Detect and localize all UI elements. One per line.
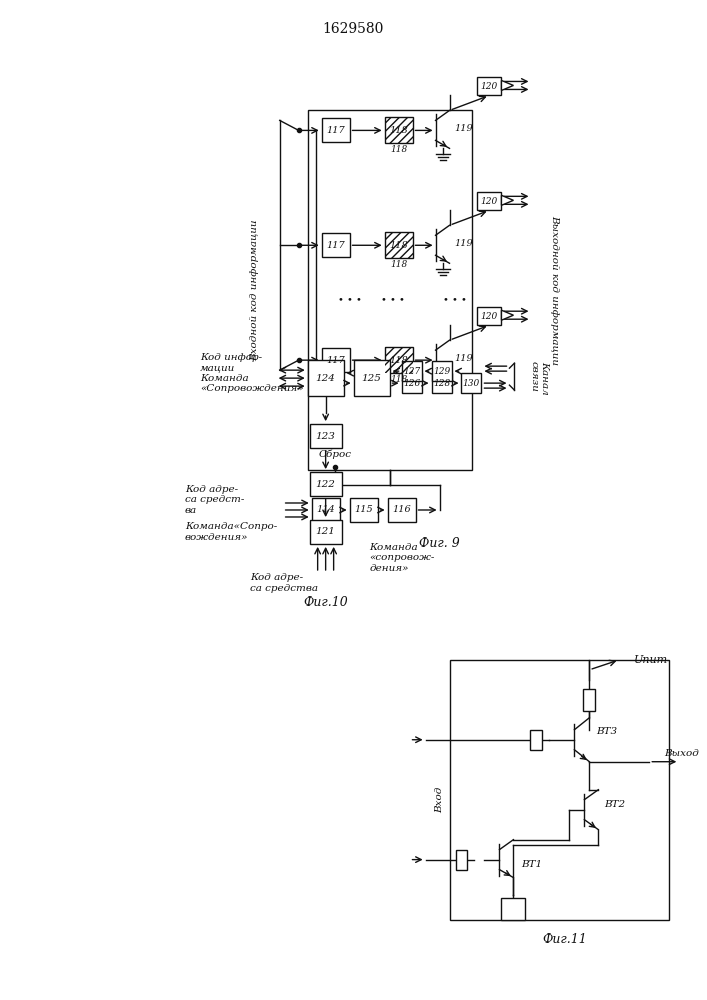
Bar bbox=[308, 360, 344, 396]
Bar bbox=[385, 117, 413, 143]
Text: Фиг.11: Фиг.11 bbox=[542, 933, 587, 946]
Text: 1629580: 1629580 bbox=[322, 22, 383, 36]
Text: Команда
«сопровож-
дения»: Команда «сопровож- дения» bbox=[370, 543, 435, 573]
Text: Код адре-
са средства: Код адре- са средства bbox=[250, 573, 317, 593]
Bar bbox=[583, 689, 595, 711]
Text: 119: 119 bbox=[454, 354, 473, 363]
Bar bbox=[385, 117, 413, 143]
Text: Канал
связи: Канал связи bbox=[530, 361, 549, 395]
Text: Вход: Вход bbox=[435, 786, 444, 813]
Text: ВТ2: ВТ2 bbox=[604, 800, 626, 809]
Bar bbox=[530, 730, 542, 750]
Text: Uпит: Uпит bbox=[634, 655, 668, 665]
Bar bbox=[385, 232, 413, 258]
Text: 114: 114 bbox=[316, 505, 335, 514]
Text: 121: 121 bbox=[316, 527, 336, 536]
Text: Код адре-
са средст-
ва: Код адре- са средст- ва bbox=[185, 485, 244, 515]
Text: 115: 115 bbox=[354, 505, 373, 514]
Text: 118: 118 bbox=[390, 145, 407, 154]
Bar bbox=[462, 373, 481, 393]
Bar bbox=[431, 373, 452, 393]
Bar bbox=[402, 361, 421, 381]
Text: • • •: • • • bbox=[338, 296, 361, 305]
Text: 128: 128 bbox=[433, 379, 450, 388]
Bar bbox=[308, 110, 472, 470]
Text: Выход: Выход bbox=[665, 749, 699, 758]
Text: 120: 120 bbox=[481, 197, 498, 206]
Bar bbox=[350, 498, 378, 522]
Text: 120: 120 bbox=[481, 312, 498, 321]
Text: 118: 118 bbox=[390, 375, 407, 384]
Bar bbox=[322, 348, 350, 372]
Text: 126: 126 bbox=[403, 379, 420, 388]
Text: 118: 118 bbox=[390, 260, 407, 269]
Text: ВТ3: ВТ3 bbox=[596, 727, 617, 736]
Bar bbox=[310, 424, 341, 448]
Text: 117: 117 bbox=[326, 356, 345, 365]
Bar bbox=[402, 373, 421, 393]
Bar bbox=[477, 77, 501, 95]
Polygon shape bbox=[501, 80, 513, 90]
Text: 119: 119 bbox=[454, 239, 473, 248]
Text: Фиг.10: Фиг.10 bbox=[303, 596, 348, 609]
Text: Выходной код информации: Выходной код информации bbox=[550, 215, 559, 365]
Bar bbox=[310, 472, 341, 496]
Text: 129: 129 bbox=[433, 367, 450, 376]
Bar bbox=[477, 307, 501, 325]
Text: 122: 122 bbox=[316, 480, 336, 489]
Text: 117: 117 bbox=[326, 126, 345, 135]
Text: 119: 119 bbox=[454, 124, 473, 133]
Polygon shape bbox=[501, 310, 513, 320]
Text: 125: 125 bbox=[362, 374, 382, 383]
Text: ВТ1: ВТ1 bbox=[522, 860, 542, 869]
Text: Фиг. 9: Фиг. 9 bbox=[419, 537, 460, 550]
Text: 124: 124 bbox=[316, 374, 336, 383]
Text: 118: 118 bbox=[389, 356, 408, 365]
Text: 123: 123 bbox=[316, 432, 336, 441]
Text: 120: 120 bbox=[481, 82, 498, 91]
Bar bbox=[455, 850, 467, 870]
Text: 127: 127 bbox=[403, 367, 420, 376]
Bar bbox=[385, 347, 413, 373]
Bar bbox=[431, 361, 452, 381]
Text: 117: 117 bbox=[326, 241, 345, 250]
Text: 118: 118 bbox=[389, 241, 408, 250]
Bar bbox=[354, 360, 390, 396]
Bar bbox=[477, 192, 501, 210]
Text: 118: 118 bbox=[389, 126, 408, 135]
Bar bbox=[385, 347, 413, 373]
Bar bbox=[322, 118, 350, 142]
Text: Входной код информации: Входной код информации bbox=[250, 219, 259, 361]
Bar bbox=[387, 498, 416, 522]
Bar bbox=[312, 498, 339, 522]
Text: 130: 130 bbox=[463, 379, 480, 388]
Polygon shape bbox=[501, 195, 513, 205]
Bar bbox=[385, 232, 413, 258]
Text: 116: 116 bbox=[392, 505, 411, 514]
Bar bbox=[322, 233, 350, 257]
Text: Код инфор-
мации
Команда
«Сопровождения»: Код инфор- мации Команда «Сопровождения» bbox=[200, 353, 303, 393]
Text: Команда«Сопро-
вождения»: Команда«Сопро- вождения» bbox=[185, 522, 277, 542]
Text: • • •: • • • bbox=[380, 296, 404, 305]
Bar bbox=[310, 520, 341, 544]
Bar bbox=[501, 898, 525, 920]
Text: Сброс: Сброс bbox=[318, 449, 351, 459]
Bar bbox=[450, 660, 670, 920]
Text: • • •: • • • bbox=[443, 296, 467, 305]
